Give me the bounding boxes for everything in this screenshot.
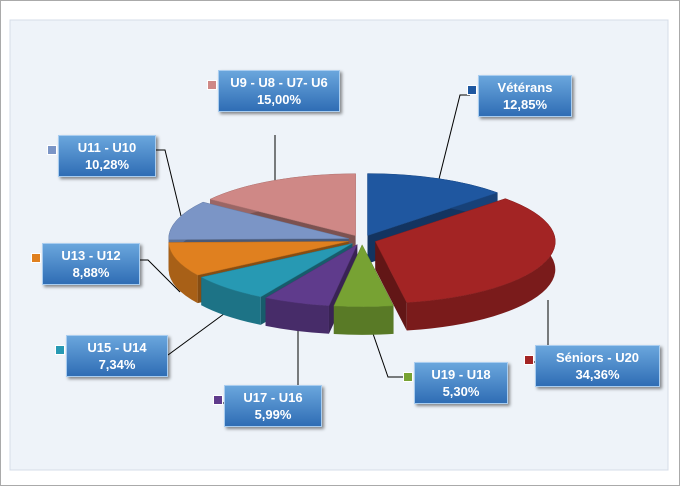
value-label: 7,34% bbox=[98, 357, 136, 372]
legend-swatch bbox=[467, 85, 477, 95]
slice bbox=[200, 243, 353, 298]
legend-swatch bbox=[55, 345, 65, 355]
data-label: U13 - U12 8,88% bbox=[42, 243, 140, 285]
legend-swatch bbox=[524, 355, 534, 365]
legend-swatch bbox=[213, 395, 223, 405]
slice bbox=[168, 201, 349, 240]
category-label: U13 - U12 bbox=[61, 248, 121, 263]
leader-line bbox=[369, 324, 404, 378]
slice-wall bbox=[333, 305, 394, 335]
slice-side bbox=[375, 241, 407, 331]
value-label: 5,30% bbox=[442, 384, 480, 399]
data-label: Vétérans 12,85% bbox=[478, 75, 572, 117]
legend-swatch bbox=[403, 372, 413, 382]
value-label: 5,99% bbox=[254, 407, 292, 422]
legend-swatch bbox=[47, 145, 57, 155]
slice-wall bbox=[265, 297, 329, 334]
value-label: 12,85% bbox=[502, 97, 548, 112]
category-label: U19 - U18 bbox=[431, 367, 491, 382]
category-label: U17 - U16 bbox=[243, 390, 303, 405]
value-label: 8,88% bbox=[72, 265, 110, 280]
data-label: U19 - U18 5,30% bbox=[414, 362, 508, 404]
slice bbox=[333, 244, 394, 308]
data-label: Séniors - U20 34,36% bbox=[535, 345, 660, 387]
category-label: Vétérans bbox=[497, 80, 553, 95]
category-label: U9 - U8 - U7- U6 bbox=[230, 75, 328, 90]
data-label: U15 - U14 7,34% bbox=[66, 335, 168, 377]
category-label: U15 - U14 bbox=[87, 340, 147, 355]
category-label: Séniors - U20 bbox=[555, 350, 640, 365]
data-label: U17 - U16 5,99% bbox=[224, 385, 322, 427]
legend-swatch bbox=[207, 80, 217, 90]
leader-line bbox=[434, 94, 470, 196]
slice bbox=[264, 243, 358, 307]
slice-wall bbox=[168, 242, 198, 304]
leader-line bbox=[167, 307, 233, 356]
legend-swatch bbox=[31, 253, 41, 263]
value-label: 10,28% bbox=[84, 157, 130, 172]
value-label: 15,00% bbox=[256, 92, 302, 107]
slice bbox=[168, 241, 349, 276]
slice bbox=[209, 173, 356, 237]
leader-line bbox=[156, 149, 183, 221]
category-label: U11 - U10 bbox=[77, 140, 137, 155]
slice bbox=[374, 198, 556, 303]
data-label: U11 - U10 10,28% bbox=[58, 135, 156, 177]
leader-line bbox=[140, 259, 181, 293]
data-label: U9 - U8 - U7- U6 15,00% bbox=[218, 70, 340, 112]
slice bbox=[367, 173, 499, 236]
slice-wall bbox=[201, 277, 261, 325]
value-label: 34,36% bbox=[575, 367, 620, 382]
